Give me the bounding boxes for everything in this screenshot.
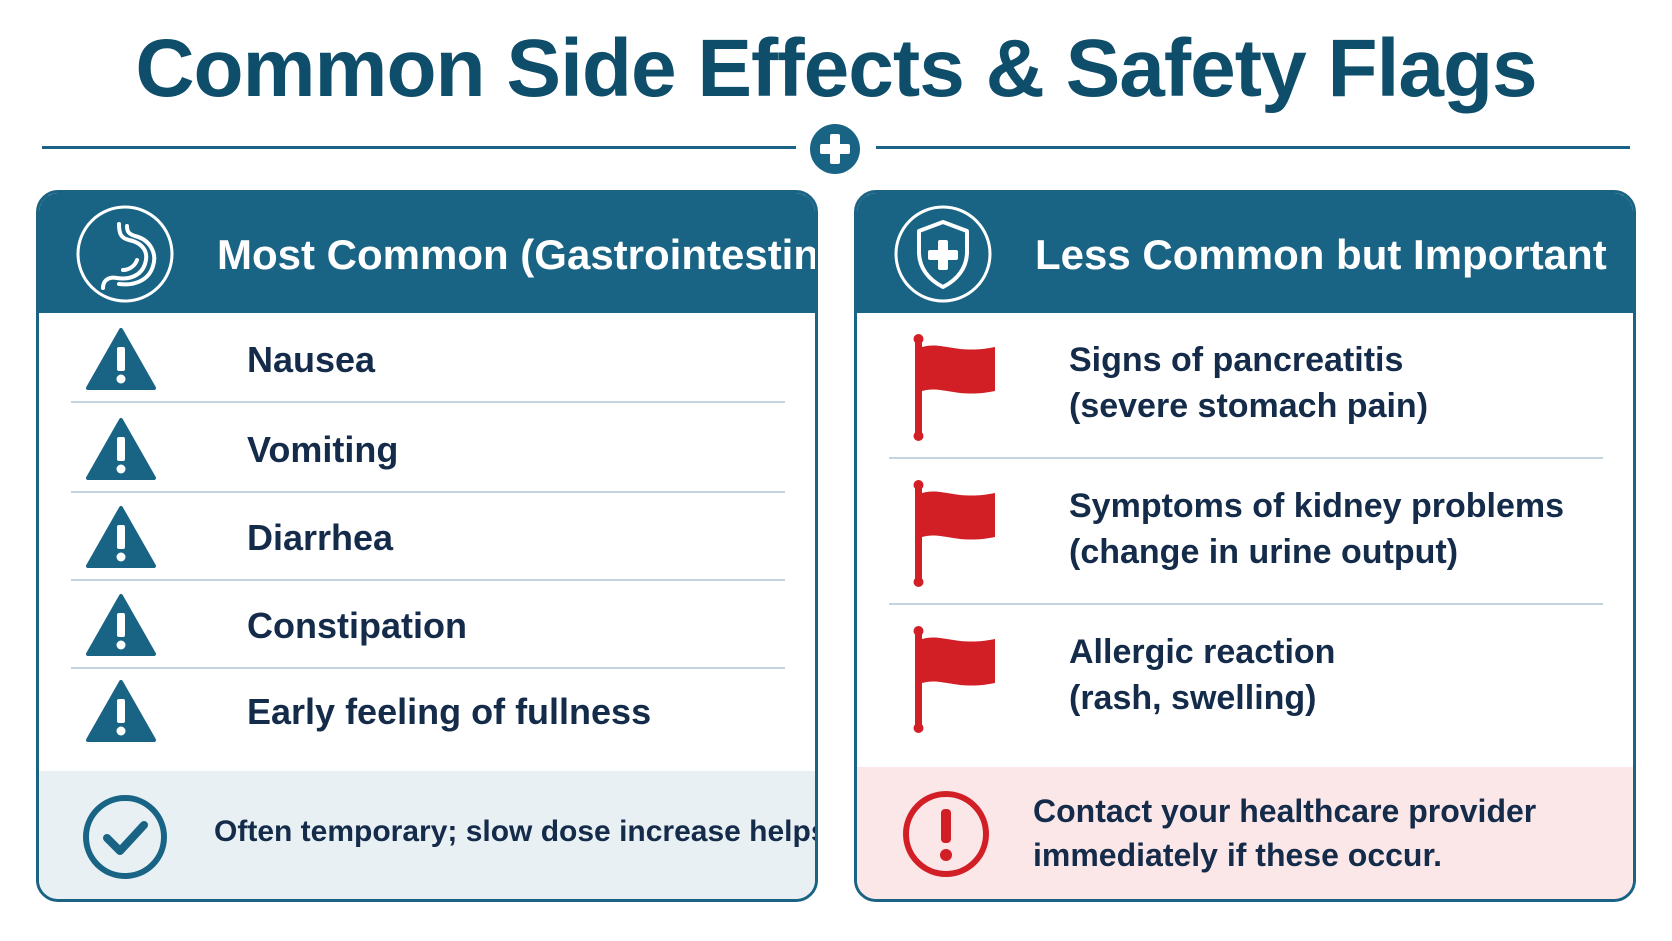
flag-detail: (rash, swelling) [1069, 679, 1317, 717]
common-side-effects-panel: Most Common (Gastrointestinal) Nausea Vo… [36, 190, 818, 902]
red-flag-icon [913, 334, 995, 441]
panel-heading: Less Common but Important [1035, 231, 1607, 278]
red-flag-icon [913, 626, 995, 733]
footer-note: Often temporary; slow dose increase help… [214, 815, 818, 848]
title-divider-left [42, 146, 796, 149]
panel-header: Less Common but Important [857, 193, 1633, 313]
shield-plus-icon [894, 205, 992, 303]
red-flag-icon [913, 480, 995, 587]
side-effect-label: Vomiting [247, 429, 399, 470]
flag-title: Symptoms of kidney problems [1069, 487, 1564, 525]
flag-detail: (change in urine output) [1069, 533, 1459, 571]
exclamation-circle-icon [903, 791, 989, 877]
row-divider [71, 579, 785, 581]
title-divider-right [876, 146, 1630, 149]
row-divider [889, 457, 1603, 459]
list-item: Vomiting [71, 403, 785, 493]
row-divider [71, 401, 785, 403]
side-effect-label: Early feeling of fullness [247, 691, 652, 732]
list-item: Allergic reaction (rash, swelling) [889, 605, 1603, 751]
contact-provider-footer: Contact your healthcare provider immedia… [857, 767, 1633, 899]
warning-icon [86, 680, 156, 742]
warning-icon [86, 418, 156, 480]
list-item: Diarrhea [71, 491, 785, 581]
contact-line-2: immediately if these occur. [1033, 837, 1443, 873]
flag-title: Allergic reaction [1069, 633, 1336, 671]
panel-heading: Most Common (Gastrointestinal) [217, 231, 818, 278]
list-item: Constipation [71, 579, 785, 669]
row-divider [71, 491, 785, 493]
side-effect-label: Constipation [247, 605, 467, 646]
check-circle-icon [83, 795, 167, 879]
contact-warning-text: Contact your healthcare provider immedia… [1033, 789, 1536, 877]
contact-line-1: Contact your healthcare provider [1033, 793, 1537, 829]
flag-title: Signs of pancreatitis [1069, 341, 1404, 379]
row-divider [889, 603, 1603, 605]
warning-icon [86, 594, 156, 656]
safety-flag-text: Symptoms of kidney problems (change in u… [1069, 483, 1564, 575]
panel-header: Most Common (Gastrointestinal) [39, 193, 815, 313]
list-item: Signs of pancreatitis (severe stomach pa… [889, 313, 1603, 459]
flag-detail: (severe stomach pain) [1069, 387, 1429, 425]
side-effect-label: Diarrhea [247, 517, 394, 558]
warning-icon [86, 506, 156, 568]
stomach-icon [76, 205, 174, 303]
medical-plus-icon [810, 124, 860, 174]
list-item: Nausea [71, 313, 785, 403]
warning-icon [86, 328, 156, 390]
safety-flag-text: Allergic reaction (rash, swelling) [1069, 629, 1335, 721]
side-effect-label: Nausea [247, 339, 376, 380]
list-item: Symptoms of kidney problems (change in u… [889, 459, 1603, 605]
safety-flags-panel: Less Common but Important Signs of pancr… [854, 190, 1636, 902]
reassurance-footer: Often temporary; slow dose increase help… [39, 771, 815, 899]
safety-flag-text: Signs of pancreatitis (severe stomach pa… [1069, 337, 1428, 429]
page-title: Common Side Effects & Safety Flags [135, 23, 1537, 114]
list-item: Early feeling of fullness [71, 665, 785, 755]
row-divider [71, 667, 785, 669]
